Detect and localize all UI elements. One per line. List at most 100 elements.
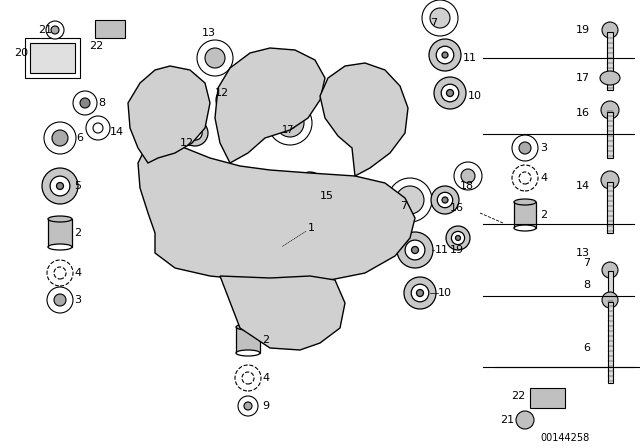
Ellipse shape [48, 216, 72, 222]
Bar [25, 38, 80, 78]
Bar [608, 302, 613, 383]
Circle shape [512, 135, 538, 161]
Polygon shape [215, 48, 325, 163]
Text: 19: 19 [450, 245, 464, 255]
Circle shape [238, 396, 258, 416]
Circle shape [73, 91, 97, 115]
Circle shape [602, 262, 618, 278]
Circle shape [602, 22, 618, 38]
Circle shape [221, 93, 235, 107]
Text: 1: 1 [308, 223, 315, 233]
Circle shape [244, 402, 252, 410]
Text: 20: 20 [14, 48, 28, 58]
Circle shape [52, 130, 68, 146]
Text: 12: 12 [215, 88, 229, 98]
Circle shape [441, 84, 459, 102]
Circle shape [519, 172, 531, 184]
Text: 13: 13 [202, 28, 216, 38]
Circle shape [461, 169, 475, 183]
Ellipse shape [236, 324, 260, 330]
Circle shape [188, 126, 202, 140]
Circle shape [417, 289, 424, 297]
Text: 13: 13 [576, 248, 590, 258]
Text: 4: 4 [262, 373, 269, 383]
Circle shape [80, 98, 90, 108]
Circle shape [54, 294, 66, 306]
Circle shape [451, 232, 465, 245]
Circle shape [519, 142, 531, 154]
Text: 17: 17 [576, 73, 590, 83]
Circle shape [276, 109, 304, 137]
Circle shape [388, 178, 432, 222]
Ellipse shape [514, 199, 536, 205]
Circle shape [216, 88, 240, 112]
Circle shape [429, 39, 461, 71]
Circle shape [268, 101, 312, 145]
Circle shape [602, 292, 618, 308]
Bar [30, 43, 75, 73]
Circle shape [397, 232, 433, 268]
Text: 12: 12 [180, 138, 194, 148]
Text: 14: 14 [110, 127, 124, 137]
Circle shape [412, 284, 429, 302]
Ellipse shape [600, 71, 620, 85]
Circle shape [516, 411, 534, 429]
Circle shape [93, 123, 103, 133]
Circle shape [296, 172, 324, 200]
Bar [607, 32, 613, 90]
Circle shape [437, 192, 452, 208]
Text: 10: 10 [468, 91, 482, 101]
Text: 4: 4 [540, 173, 547, 183]
Text: 15: 15 [320, 191, 334, 201]
Circle shape [50, 176, 70, 196]
Bar [236, 327, 260, 353]
Text: 2: 2 [262, 335, 269, 345]
Circle shape [54, 267, 66, 279]
Text: 11: 11 [435, 245, 449, 255]
Circle shape [422, 0, 458, 36]
Polygon shape [320, 63, 408, 176]
Circle shape [405, 240, 425, 260]
Circle shape [601, 101, 619, 119]
Circle shape [193, 130, 198, 135]
Circle shape [436, 46, 454, 64]
Circle shape [44, 122, 76, 154]
Bar [530, 388, 565, 408]
Circle shape [434, 77, 466, 109]
Ellipse shape [514, 225, 536, 231]
Polygon shape [220, 276, 345, 350]
Text: 10: 10 [438, 288, 452, 298]
Circle shape [182, 120, 208, 146]
Circle shape [302, 178, 317, 194]
Circle shape [46, 21, 64, 39]
Bar [607, 112, 613, 158]
Text: 2: 2 [540, 210, 547, 220]
Text: 6: 6 [583, 343, 590, 353]
Text: 6: 6 [76, 133, 83, 143]
Circle shape [225, 98, 230, 103]
Circle shape [412, 246, 419, 254]
Circle shape [456, 236, 461, 241]
Text: 9: 9 [262, 401, 269, 411]
Text: 00144258: 00144258 [540, 433, 589, 443]
Circle shape [431, 186, 459, 214]
Circle shape [47, 287, 73, 313]
Text: 21: 21 [38, 25, 52, 35]
Circle shape [284, 117, 296, 129]
Circle shape [47, 260, 73, 286]
Bar [514, 202, 536, 228]
Text: 7: 7 [583, 258, 590, 268]
Bar [95, 20, 125, 38]
Text: 7: 7 [430, 18, 437, 28]
Text: 4: 4 [74, 268, 81, 278]
Circle shape [197, 40, 233, 76]
Circle shape [396, 186, 424, 214]
Text: 7: 7 [400, 201, 407, 211]
Text: 19: 19 [576, 25, 590, 35]
Polygon shape [138, 138, 415, 280]
Circle shape [446, 226, 470, 250]
Text: 22: 22 [89, 41, 103, 51]
Text: 11: 11 [463, 53, 477, 63]
Text: 16: 16 [576, 108, 590, 118]
Text: 16: 16 [450, 203, 464, 213]
